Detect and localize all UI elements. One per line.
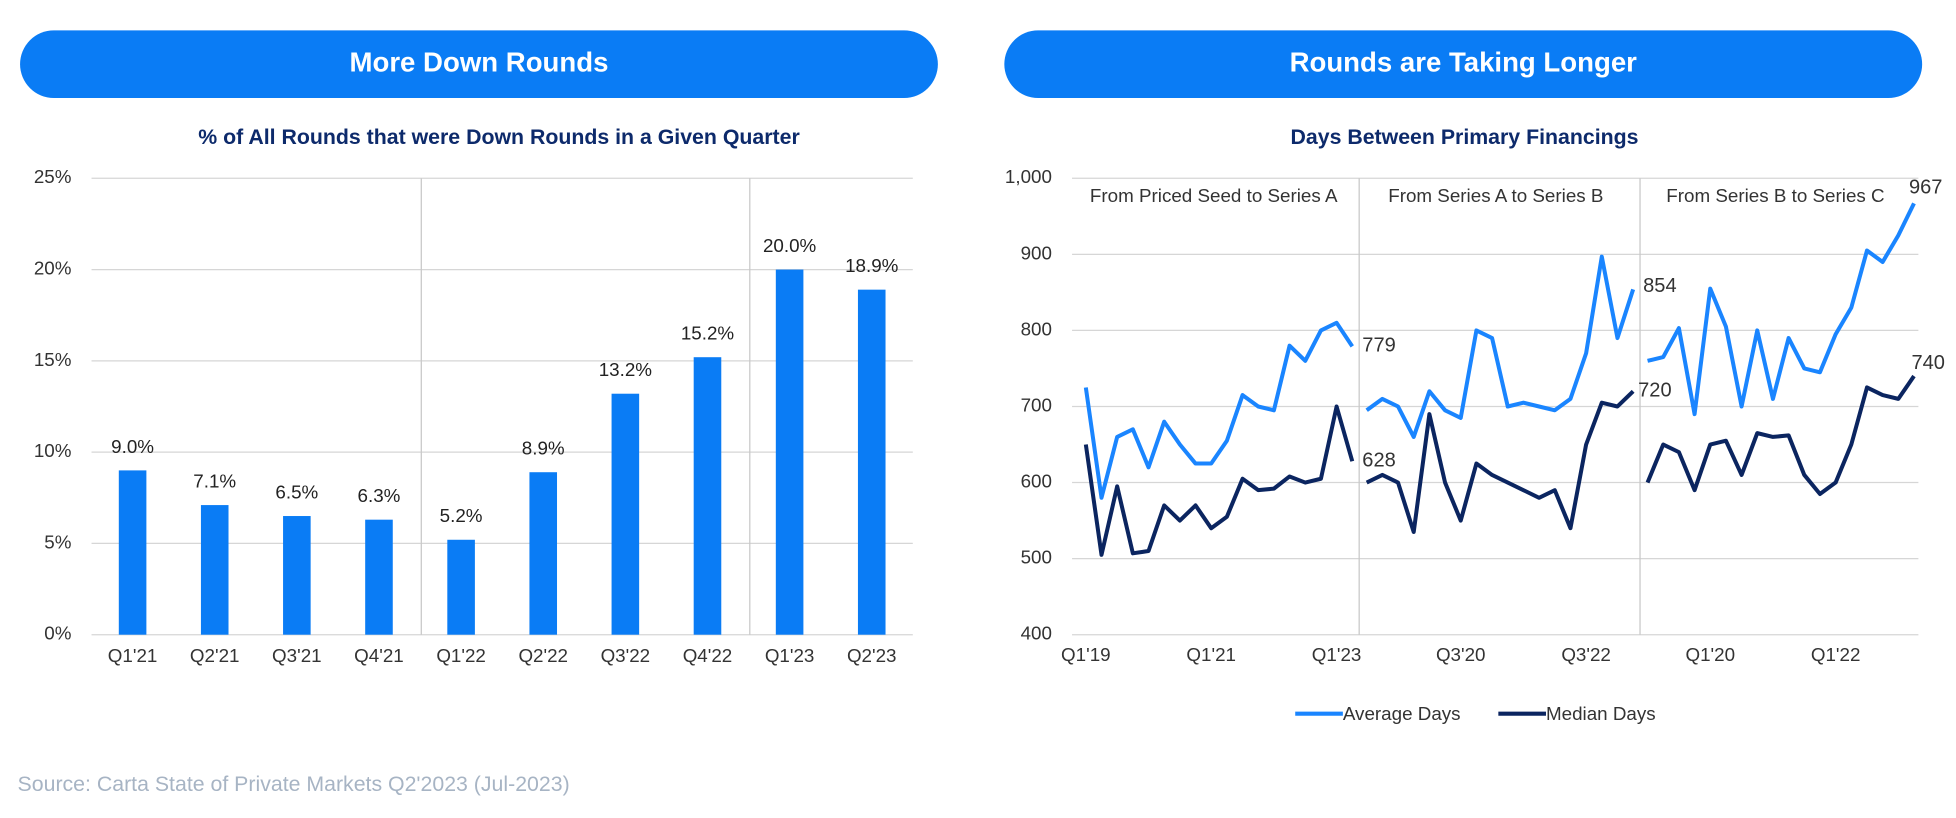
chart-title: Days Between Primary Financings — [1291, 125, 1639, 149]
line-series — [1083, 404, 1355, 557]
y-tick-label: 400 — [1021, 623, 1052, 644]
bar — [611, 393, 640, 635]
x-tick-label: Q2'23 — [847, 645, 897, 666]
x-tick-label: Q3'22 — [1561, 644, 1611, 665]
y-tick-label: 500 — [1021, 547, 1052, 568]
data-label: 20.0% — [763, 235, 817, 256]
source-note: Source: Carta State of Private Markets Q… — [18, 772, 570, 796]
x-tick-label: Q3'21 — [272, 645, 322, 666]
x-tick-label: Q1'23 — [765, 645, 815, 666]
x-tick-label: Q1'21 — [108, 645, 158, 666]
y-tick-label: 5% — [44, 531, 71, 552]
data-label: 15.2% — [681, 323, 735, 344]
data-label: 18.9% — [845, 255, 899, 276]
end-label: 720 — [1638, 380, 1671, 402]
end-label: 779 — [1362, 335, 1395, 357]
header-pill — [20, 30, 938, 99]
bar — [775, 269, 804, 635]
data-label: 13.2% — [599, 359, 653, 380]
header-pill — [1004, 30, 1923, 99]
line-series — [1647, 202, 1916, 417]
bar — [365, 519, 393, 635]
x-tick-label: Q1'22 — [1811, 644, 1861, 665]
y-tick-label: 800 — [1021, 318, 1052, 339]
bar — [693, 357, 722, 635]
x-tick-label: Q2'21 — [190, 645, 240, 666]
x-tick-label: Q4'21 — [354, 645, 404, 666]
x-tick-label: Q2'22 — [518, 645, 568, 666]
bar — [118, 470, 147, 635]
x-tick-label: Q4'22 — [683, 645, 733, 666]
y-tick-label: 900 — [1021, 242, 1052, 263]
legend-label: Median Days — [1546, 703, 1656, 724]
line-series — [1645, 374, 1916, 496]
panel-label: From Series B to Series C — [1666, 185, 1884, 206]
bar — [857, 289, 886, 635]
y-tick-label: 20% — [34, 258, 72, 279]
end-label: 854 — [1643, 275, 1676, 297]
line-series — [1083, 320, 1354, 500]
bar — [529, 472, 558, 635]
chart-title: % of All Rounds that were Down Rounds in… — [198, 125, 800, 149]
panel-label: From Priced Seed to Series A — [1090, 185, 1338, 206]
end-label: 740 — [1911, 352, 1944, 374]
header-title: More Down Rounds — [350, 46, 609, 77]
header-title: Rounds are Taking Longer — [1290, 46, 1638, 77]
data-label: 6.3% — [358, 485, 401, 506]
bar — [200, 505, 229, 635]
line-series — [1365, 254, 1636, 439]
end-label: 967 — [1909, 177, 1942, 199]
data-label: 6.5% — [275, 481, 318, 502]
x-tick-label: Q3'20 — [1436, 644, 1486, 665]
x-tick-label: Q1'21 — [1186, 644, 1236, 665]
bar — [447, 539, 475, 635]
x-tick-label: Q3'22 — [601, 645, 651, 666]
x-tick-label: Q1'23 — [1312, 644, 1362, 665]
end-label: 628 — [1362, 450, 1395, 472]
y-tick-label: 25% — [34, 166, 72, 187]
x-tick-label: Q1'20 — [1685, 644, 1735, 665]
data-label: 9.0% — [111, 436, 154, 457]
x-tick-label: Q1'19 — [1061, 644, 1111, 665]
x-tick-label: Q1'22 — [436, 645, 486, 666]
y-tick-label: 10% — [34, 440, 72, 461]
data-label: 7.1% — [193, 470, 236, 491]
y-tick-label: 15% — [34, 349, 72, 370]
y-tick-label: 600 — [1021, 471, 1052, 492]
y-tick-label: 0% — [44, 623, 71, 644]
bar — [283, 516, 311, 635]
data-label: 5.2% — [440, 505, 483, 526]
data-label: 8.9% — [522, 438, 565, 459]
y-tick-label: 1,000 — [1005, 166, 1052, 187]
legend-label: Average Days — [1343, 703, 1461, 724]
panel-label: From Series A to Series B — [1388, 185, 1603, 206]
line-series — [1365, 389, 1635, 535]
y-tick-label: 700 — [1021, 394, 1052, 415]
